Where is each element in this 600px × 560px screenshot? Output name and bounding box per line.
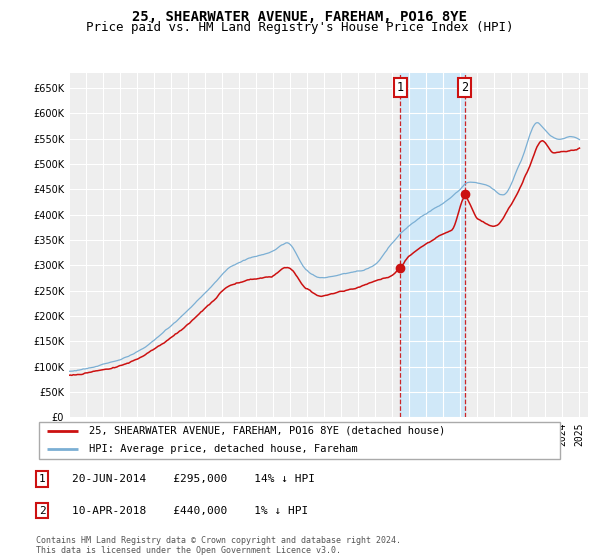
Text: 25, SHEARWATER AVENUE, FAREHAM, PO16 8YE: 25, SHEARWATER AVENUE, FAREHAM, PO16 8YE — [133, 10, 467, 24]
Text: 20-JUN-2014    £295,000    14% ↓ HPI: 20-JUN-2014 £295,000 14% ↓ HPI — [72, 474, 315, 484]
Text: 1: 1 — [397, 81, 404, 95]
Text: Price paid vs. HM Land Registry's House Price Index (HPI): Price paid vs. HM Land Registry's House … — [86, 21, 514, 34]
Text: 1: 1 — [38, 474, 46, 484]
Text: 25, SHEARWATER AVENUE, FAREHAM, PO16 8YE (detached house): 25, SHEARWATER AVENUE, FAREHAM, PO16 8YE… — [89, 426, 445, 436]
Text: 2: 2 — [38, 506, 46, 516]
Bar — [400, 73, 465, 417]
Text: 10-APR-2018    £440,000    1% ↓ HPI: 10-APR-2018 £440,000 1% ↓ HPI — [72, 506, 308, 516]
Text: Contains HM Land Registry data © Crown copyright and database right 2024.
This d: Contains HM Land Registry data © Crown c… — [36, 536, 401, 556]
Text: HPI: Average price, detached house, Fareham: HPI: Average price, detached house, Fare… — [89, 445, 358, 454]
Text: 2: 2 — [461, 81, 469, 95]
FancyBboxPatch shape — [38, 422, 560, 459]
